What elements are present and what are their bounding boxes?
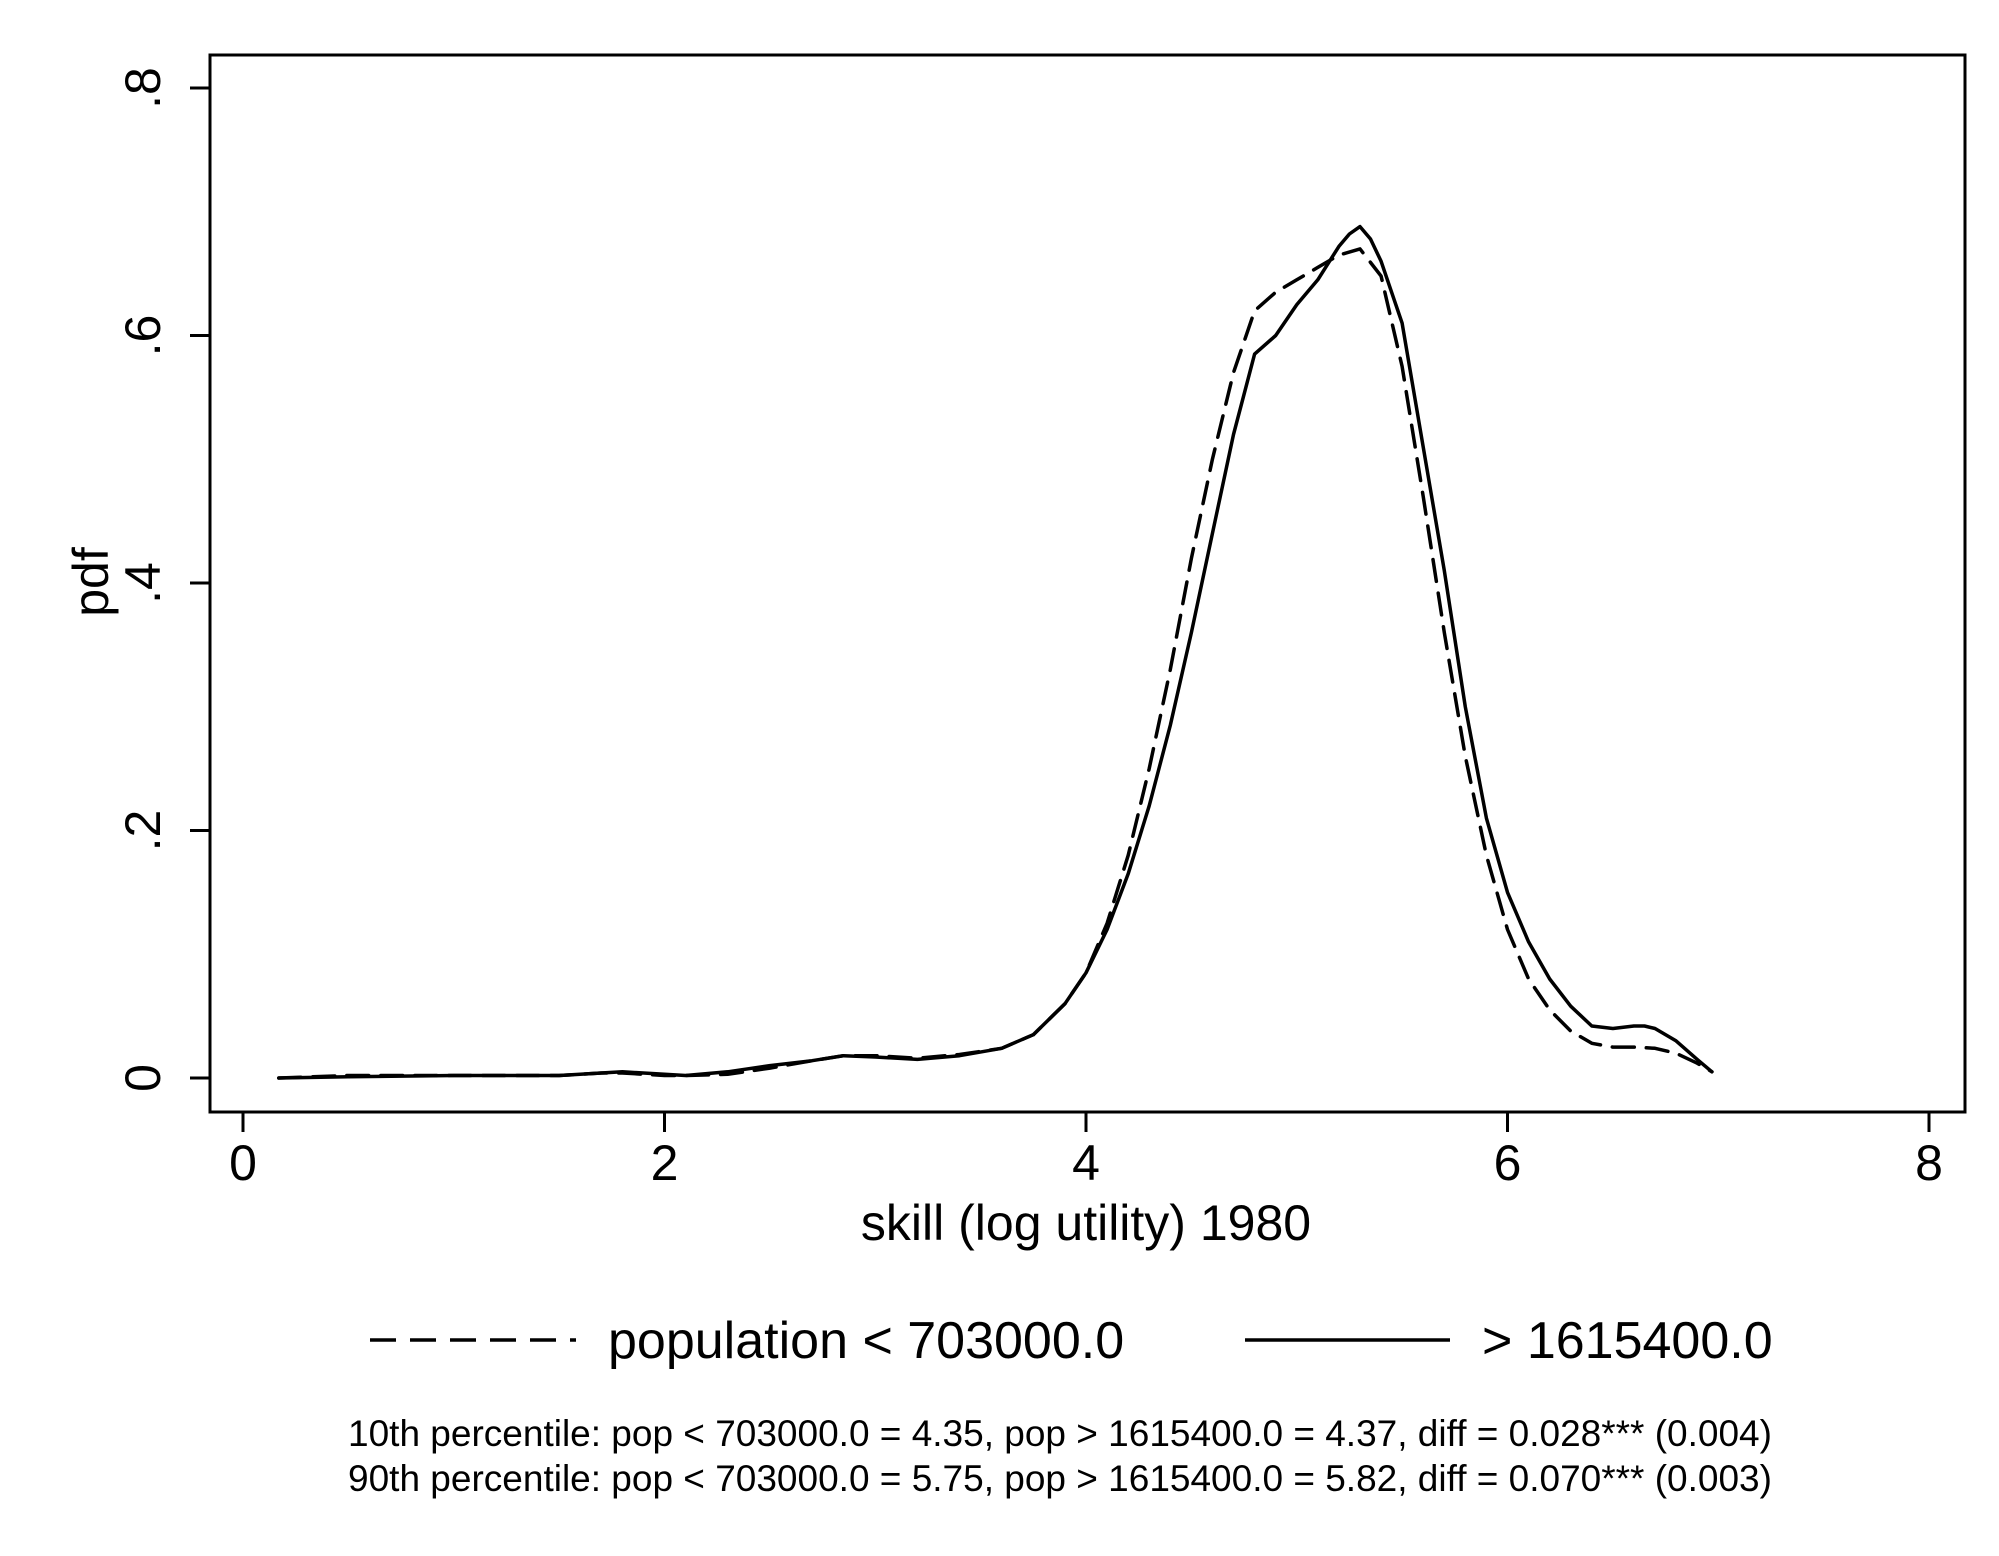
series-line-1	[277, 224, 1714, 1080]
legend-label-series-1: > 1615400.0	[1482, 1312, 1773, 1370]
y-tick-label-0: 0	[115, 1064, 171, 1092]
note-90th-percentile: 90th percentile: pop < 703000.0 = 5.75, …	[348, 1458, 1772, 1499]
legend-label-series-0: population < 703000.0	[608, 1312, 1124, 1370]
x-tick-label-2: 4	[1072, 1135, 1100, 1191]
x-axis: 0 2 4 6 8	[229, 1112, 1943, 1191]
y-tick-label-4: .8	[115, 67, 171, 109]
x-tick-label-0: 0	[229, 1135, 257, 1191]
y-axis-title: pdf	[63, 547, 119, 617]
series-layer	[277, 224, 1714, 1080]
y-tick-label-1: .2	[115, 810, 171, 852]
y-axis: 0 .2 .4 .6 .8	[115, 67, 210, 1092]
y-tick-label-2: .4	[115, 562, 171, 604]
x-tick-label-1: 2	[651, 1135, 679, 1191]
series-line-0	[277, 247, 1714, 1080]
x-axis-title: skill (log utility) 1980	[861, 1195, 1311, 1251]
x-tick-label-4: 8	[1915, 1135, 1943, 1191]
y-tick-label-3: .6	[115, 315, 171, 357]
legend: population < 703000.0 > 1615400.0	[370, 1312, 1773, 1370]
x-tick-label-3: 6	[1494, 1135, 1522, 1191]
note-10th-percentile: 10th percentile: pop < 703000.0 = 4.35, …	[348, 1413, 1772, 1454]
